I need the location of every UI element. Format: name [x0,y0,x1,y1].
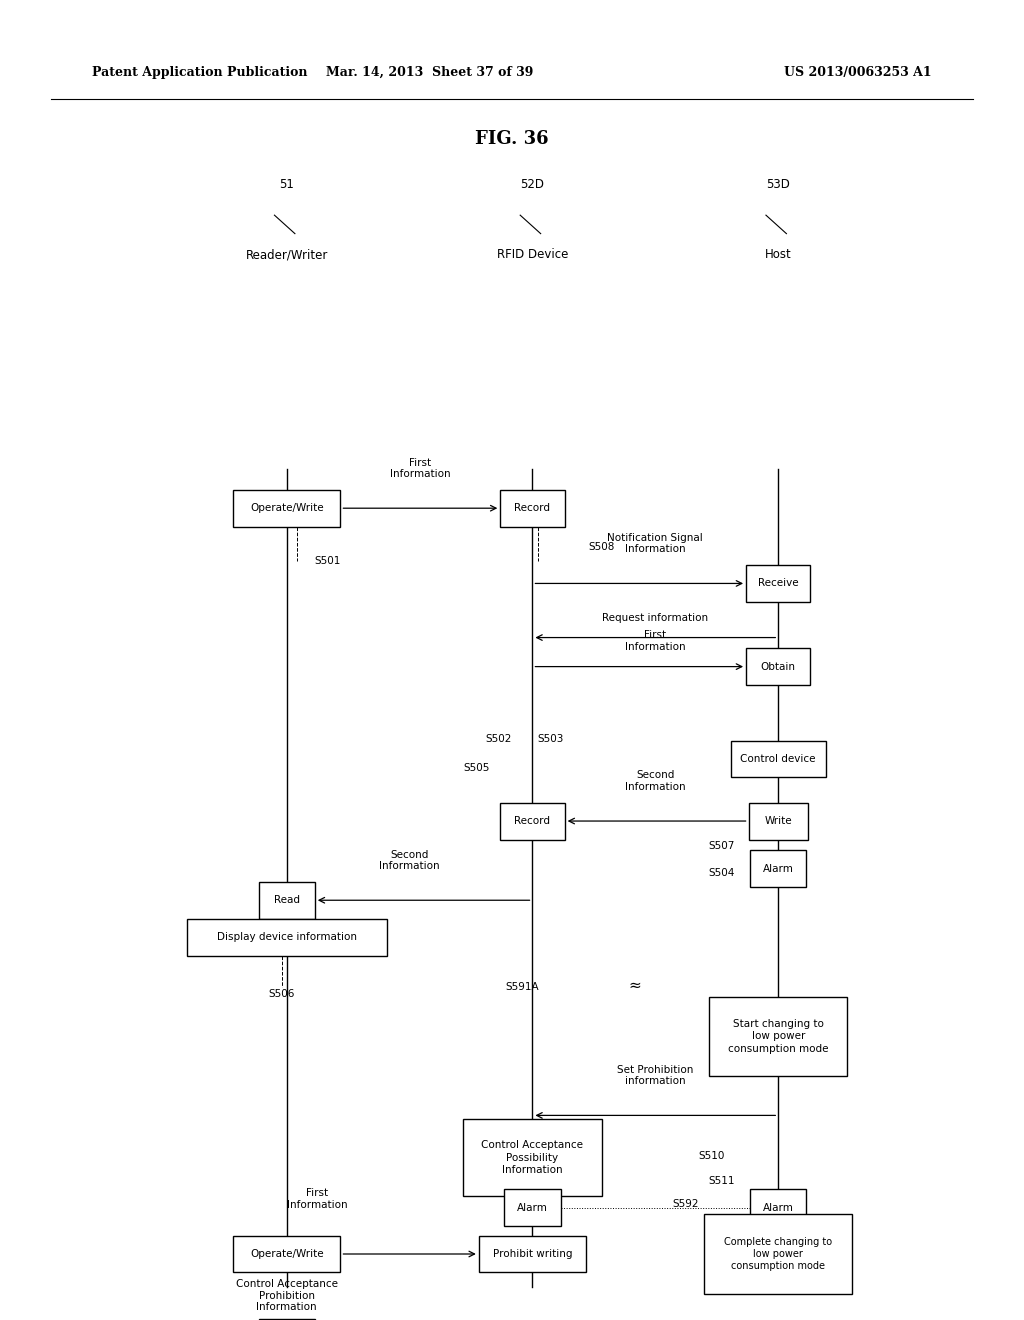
Bar [750,1189,807,1226]
Text: First
Information: First Information [625,631,686,652]
Bar [745,648,811,685]
Text: S512: S512 [463,1171,489,1181]
Text: S501: S501 [314,556,341,566]
Text: Obtain: Obtain [761,661,796,672]
Text: Operate/Write: Operate/Write [250,1249,324,1259]
Bar [705,1214,852,1294]
Text: S506: S506 [268,989,295,999]
Text: Record: Record [514,816,551,826]
Text: Notification Signal
Information: Notification Signal Information [607,533,703,554]
Text: US 2013/0063253 A1: US 2013/0063253 A1 [784,66,932,79]
Text: S591A: S591A [506,982,539,993]
Text: Write: Write [765,816,792,826]
Text: First
Information: First Information [287,1188,348,1209]
Text: S511: S511 [709,1176,735,1187]
Text: S505: S505 [463,763,489,774]
Text: Alarm: Alarm [763,863,794,874]
Text: 53D: 53D [766,178,791,191]
Text: Second
Information: Second Information [625,771,686,792]
Text: S592: S592 [673,1199,698,1209]
Text: Complete changing to
low power
consumption mode: Complete changing to low power consumpti… [724,1237,833,1271]
Text: Receive: Receive [758,578,799,589]
Bar [504,1189,561,1226]
Text: S503: S503 [538,734,564,744]
Text: Control device: Control device [740,754,816,764]
Bar [258,882,315,919]
Bar [501,803,565,840]
Text: Second
Information: Second Information [379,850,440,871]
Text: Control Acceptance
Possibility
Information: Control Acceptance Possibility Informati… [481,1140,584,1175]
Text: Request information: Request information [602,612,709,623]
Text: Host: Host [765,248,792,261]
Text: Display device information: Display device information [217,932,356,942]
Text: S502: S502 [485,734,512,744]
Bar [233,1236,340,1272]
Bar [187,919,387,956]
Text: Read: Read [273,895,300,906]
Text: S510: S510 [698,1151,725,1162]
Text: Control Acceptance
Prohibition
Information: Control Acceptance Prohibition Informati… [236,1279,338,1312]
Text: 52D: 52D [520,178,545,191]
Bar [709,997,848,1076]
Text: 51: 51 [280,178,294,191]
Text: S507: S507 [709,841,735,851]
Text: Patent Application Publication: Patent Application Publication [92,66,307,79]
Text: First
Information: First Information [389,458,451,479]
Text: ≈: ≈ [629,978,641,993]
Bar [749,803,808,840]
Text: Mar. 14, 2013  Sheet 37 of 39: Mar. 14, 2013 Sheet 37 of 39 [327,66,534,79]
Text: RFID Device: RFID Device [497,248,568,261]
Bar [463,1119,602,1196]
Bar [479,1236,586,1272]
Bar [258,1319,315,1320]
Text: Record: Record [514,503,551,513]
Text: Alarm: Alarm [517,1203,548,1213]
Bar [750,850,807,887]
Text: Alarm: Alarm [763,1203,794,1213]
Bar [731,741,825,777]
Text: FIG. 36: FIG. 36 [475,129,549,148]
Bar [501,490,565,527]
Text: S504: S504 [709,869,735,879]
Text: Operate/Write: Operate/Write [250,503,324,513]
Text: Set Prohibition
information: Set Prohibition information [617,1065,693,1086]
Bar [233,490,340,527]
Text: Reader/Writer: Reader/Writer [246,248,328,261]
Text: Prohibit writing: Prohibit writing [493,1249,572,1259]
Text: S508: S508 [589,543,615,553]
Text: Start changing to
low power
consumption mode: Start changing to low power consumption … [728,1019,828,1053]
Bar [745,565,811,602]
